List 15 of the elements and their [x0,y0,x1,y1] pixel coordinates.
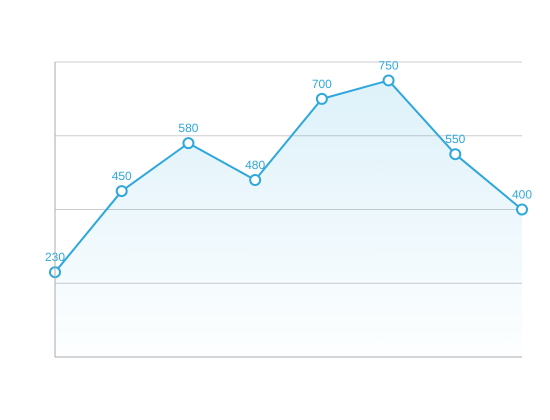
point [249,174,262,186]
data-label: 450 [112,169,132,184]
data-label: 550 [445,132,466,146]
point [516,204,528,216]
data-label: 480 [245,158,266,172]
point [449,148,462,160]
data-label: 580 [178,121,199,136]
data-label: 400 [512,188,532,202]
point [316,92,328,105]
data-label: 700 [312,76,332,91]
data-label: 750 [378,58,399,72]
point [116,185,128,198]
point [182,137,194,150]
point [49,266,61,278]
point [382,74,395,86]
